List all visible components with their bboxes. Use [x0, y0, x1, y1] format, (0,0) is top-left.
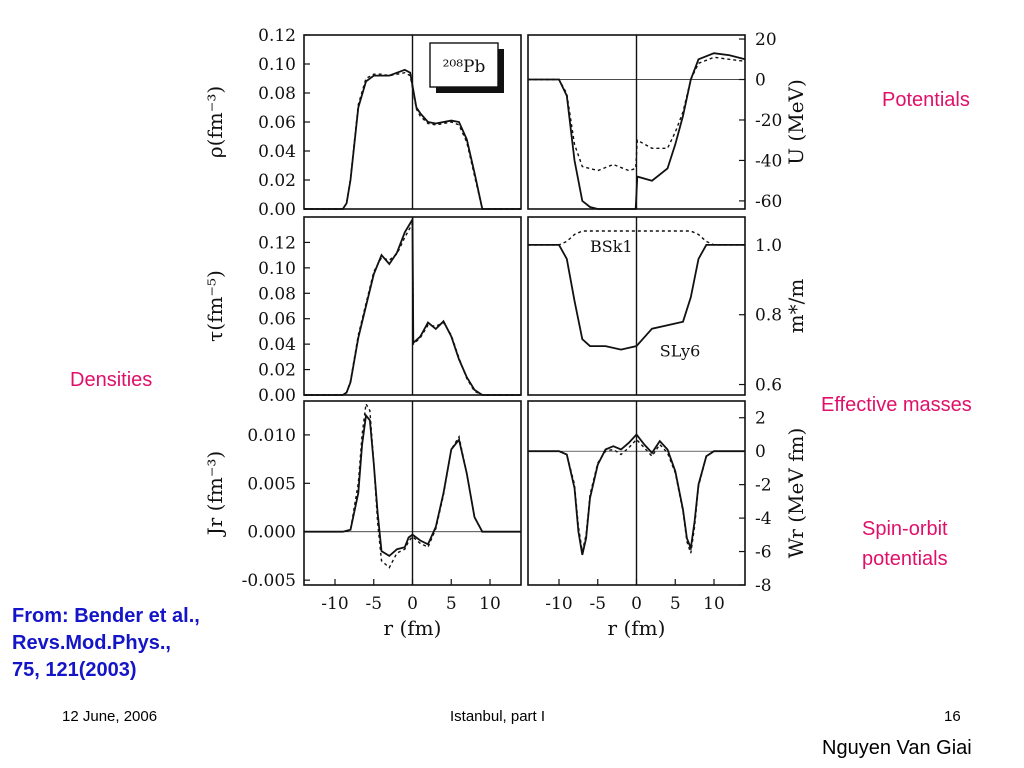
panel-spin-current	[303, 400, 522, 586]
series-line-solid	[304, 68, 521, 210]
series-line-dashed	[528, 230, 745, 246]
y-tick-label: -2	[755, 476, 772, 496]
citation-line1: From: Bender et al.,	[12, 605, 200, 627]
y-tick-label: -0.005	[242, 571, 296, 591]
y-tick-label: 0.02	[258, 361, 296, 381]
series-line-dashed	[528, 56, 746, 172]
y-tick-label: 0.00	[258, 386, 296, 406]
y-tick-label: -40	[755, 151, 782, 171]
x-tick-label: 10	[479, 594, 501, 614]
y-axis-label: Wr (MeV fm)	[784, 428, 808, 559]
panel-spin-orbit-potential	[527, 400, 746, 586]
series-line-dashed	[528, 438, 745, 554]
y-axis-label: m*/m	[784, 279, 808, 334]
x-tick-label: 0	[407, 594, 418, 614]
potentials-annotation: Potentials	[882, 89, 970, 111]
y-tick-label: 0.12	[258, 26, 296, 46]
series-line-dashed	[304, 71, 521, 210]
y-tick-label: 0.10	[258, 259, 296, 279]
x-tick-label: 5	[670, 594, 681, 614]
source-citation: From: Bender et al., Revs.Mod.Phys., 75,…	[12, 603, 200, 684]
spin-orbit-annotation-line1: Spin-orbit	[862, 518, 948, 540]
y-tick-label: 0.06	[258, 310, 296, 330]
x-tick-label: -5	[589, 594, 606, 614]
y-tick-label: -6	[755, 543, 772, 563]
x-tick-label: -10	[545, 594, 572, 614]
series-line-solid	[528, 433, 745, 556]
legend-label: ²⁰⁸Pb	[443, 57, 486, 77]
x-tick-label: -10	[321, 594, 348, 614]
curve-label-sly6: SLy6	[660, 342, 701, 361]
y-tick-label: 0.08	[258, 284, 296, 304]
y-tick-label: 2	[755, 409, 766, 429]
footer-venue: Istanbul, part I	[450, 708, 546, 725]
y-axis-label: τ(fm⁻⁵)	[203, 270, 227, 342]
x-axis-label: r (fm)	[384, 616, 442, 640]
panel-potential	[527, 34, 746, 210]
x-tick-label: -5	[365, 594, 382, 614]
spin-orbit-annotation: Spin-orbit potentials	[862, 514, 948, 574]
y-axis-label: Jr (fm⁻³)	[203, 451, 227, 537]
y-tick-label: 0	[755, 71, 766, 91]
curve-label-bsk1: BSk1	[590, 237, 633, 256]
y-tick-label: 0.6	[755, 376, 782, 396]
series-line-solid	[528, 52, 746, 210]
y-tick-label: 0.10	[258, 55, 296, 75]
x-tick-label: 10	[703, 594, 725, 614]
y-tick-label: 0.04	[258, 335, 296, 355]
y-tick-label: -60	[755, 192, 782, 212]
y-tick-label: 0.005	[247, 474, 296, 494]
series-line-solid	[304, 413, 521, 558]
x-tick-label: 0	[631, 594, 642, 614]
series-line-dashed	[304, 220, 521, 396]
y-tick-label: 0.08	[258, 84, 296, 104]
spin-orbit-annotation-line2: potentials	[862, 548, 948, 570]
y-tick-label: 0.010	[247, 426, 296, 446]
footer-date: 12 June, 2006	[62, 708, 158, 725]
densities-annotation: Densities	[70, 369, 153, 391]
y-tick-label: -4	[755, 509, 772, 529]
series-line-solid	[528, 244, 745, 351]
citation-line2: Revs.Mod.Phys.,	[12, 632, 171, 654]
citation-line3: 75, 121(2003)	[12, 659, 137, 681]
y-tick-label: 0.000	[247, 523, 296, 543]
y-tick-label: 0.8	[755, 306, 782, 326]
author-name: Nguyen Van Giai	[822, 737, 972, 759]
y-tick-label: -20	[755, 111, 782, 131]
y-axis-label: U (MeV)	[784, 79, 808, 165]
y-tick-label: 0	[755, 442, 766, 462]
x-axis-label: r (fm)	[608, 616, 666, 640]
y-tick-label: 0.02	[258, 171, 296, 191]
footer-page-number: 16	[944, 708, 961, 725]
series-line-dashed	[304, 401, 521, 569]
panel-effective-mass	[527, 216, 746, 396]
panel-density	[303, 34, 522, 210]
y-tick-label: 0.00	[258, 200, 296, 220]
y-tick-label: 0.06	[258, 113, 296, 133]
y-tick-label: 0.04	[258, 142, 296, 162]
y-tick-label: -8	[755, 576, 772, 596]
y-tick-label: 20	[755, 30, 777, 50]
y-tick-label: 0.12	[258, 233, 296, 253]
panel-kinetic-density	[303, 216, 522, 396]
y-tick-label: 1.0	[755, 236, 782, 256]
legend-box	[429, 42, 499, 88]
y-axis-label: ρ(fm⁻³)	[203, 86, 227, 158]
x-tick-label: 5	[446, 594, 457, 614]
effective-masses-annotation: Effective masses	[821, 394, 972, 416]
